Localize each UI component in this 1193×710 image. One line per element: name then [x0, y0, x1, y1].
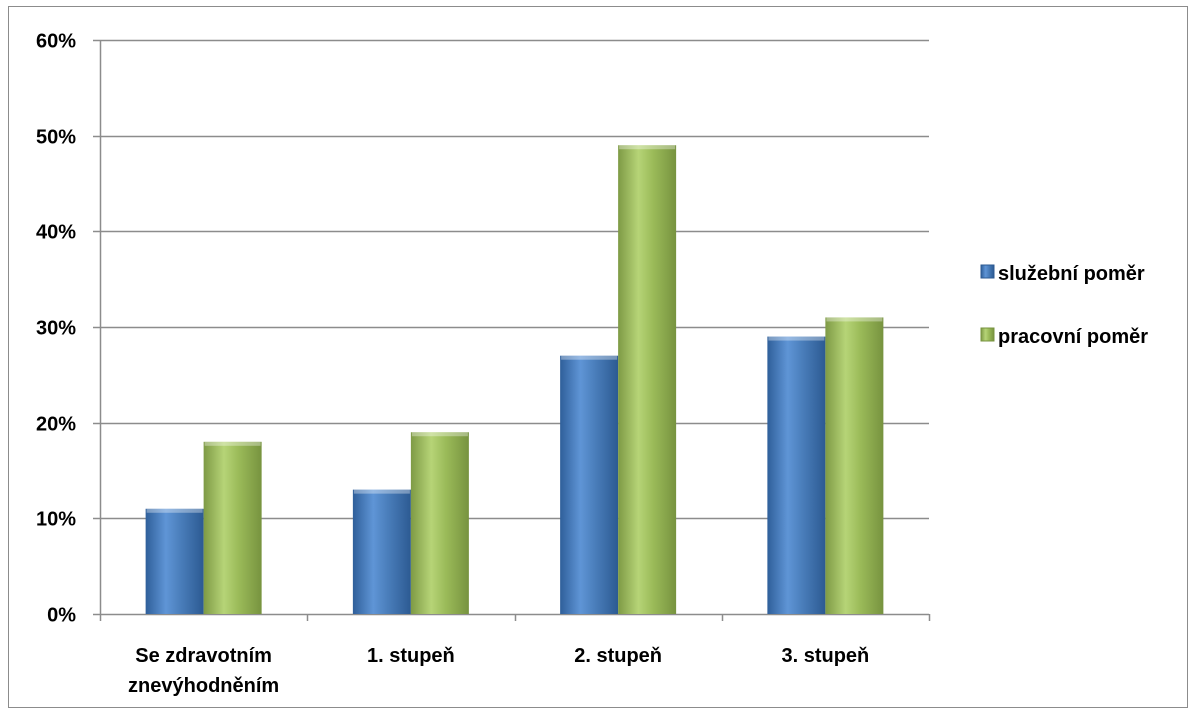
legend-swatch [980, 327, 995, 342]
bar-bevel [619, 145, 676, 150]
bar-bevel [826, 317, 883, 322]
x-tick-label: 2. stupeň [574, 645, 662, 667]
bar-pracovni-0 [203, 441, 262, 614]
bar-bevel [353, 489, 410, 494]
legend: služební poměr pracovní poměr [980, 263, 1148, 348]
bar-bevel [146, 508, 203, 513]
bar-sluzebni-2 [560, 355, 619, 614]
legend-swatch [980, 264, 995, 279]
bar-bevel [204, 441, 261, 446]
bar-sluzebni-3 [767, 336, 826, 614]
bar-bevel [768, 336, 825, 341]
axes [93, 39, 931, 621]
bar-sluzebni-1 [352, 489, 411, 614]
y-tick-label: 60% [36, 31, 76, 53]
bar-sluzebni-0 [145, 508, 204, 614]
x-tick-label: znevýhodněním [128, 675, 279, 697]
tick-labels: 0% 10% 20% 30% 40% 50% 60% Se zdravotním znevýho… [36, 31, 869, 698]
y-tick-label: 50% [36, 127, 76, 149]
x-tick-label: Se zdravotním [135, 645, 272, 667]
x-tick-label: 1. stupeň [367, 645, 455, 667]
y-tick-label: 30% [36, 318, 76, 340]
legend-label: pracovní poměr [998, 326, 1148, 348]
bar-bevel [561, 355, 618, 360]
bar-bevel [411, 432, 468, 437]
x-tick-label: 3. stupeň [781, 645, 869, 667]
y-tick-label: 40% [36, 222, 76, 244]
bar-pracovni-1 [410, 432, 469, 614]
bars [145, 145, 884, 614]
bar-pracovni-3 [825, 317, 884, 614]
bar-pracovni-2 [618, 145, 677, 614]
y-tick-label: 0% [47, 605, 76, 627]
y-tick-label: 10% [36, 509, 76, 531]
y-tick-label: 20% [36, 414, 76, 436]
legend-label: služební poměr [998, 263, 1145, 285]
